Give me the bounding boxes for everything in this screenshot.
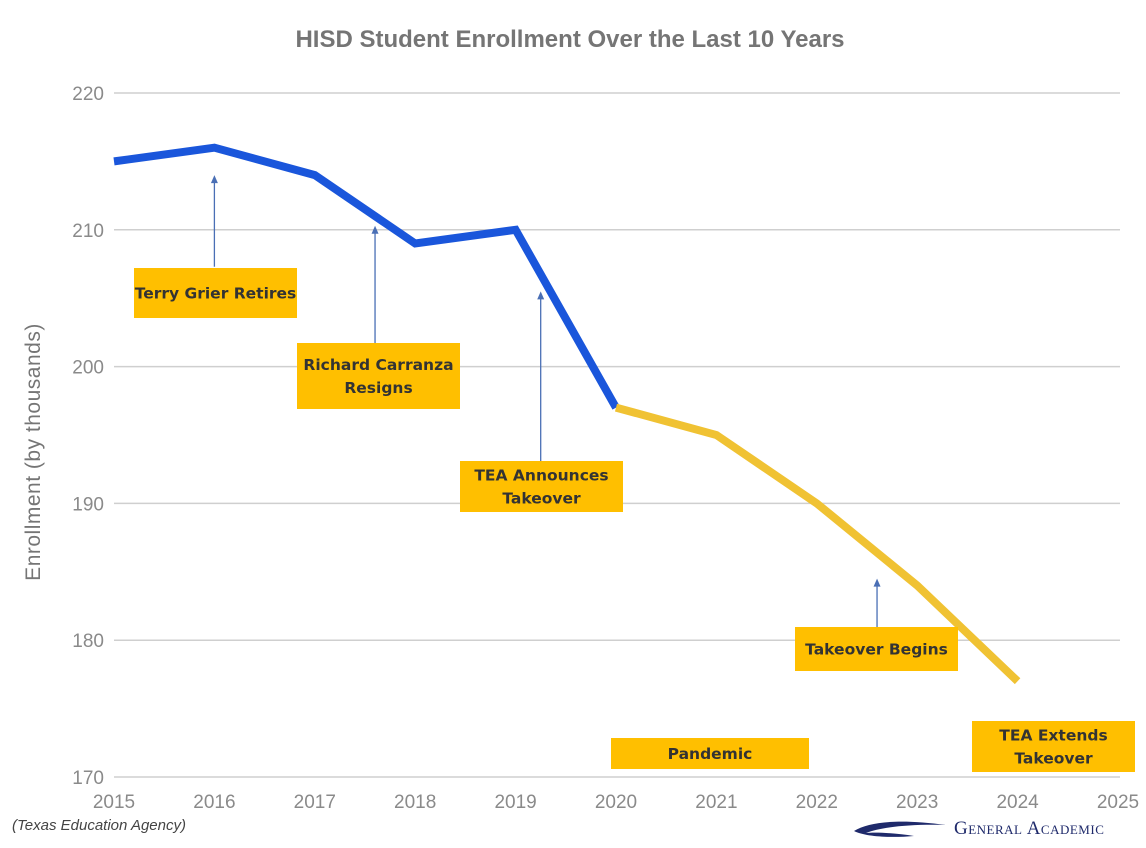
annotation-label-6-1: TEA Extends (999, 727, 1107, 745)
y-tick-170: 170 (72, 768, 104, 789)
annotations: Terry Grier Retires Richard Carranza Resig… (134, 268, 1135, 772)
arrow-head-4 (873, 578, 881, 587)
x-tick-2024: 2024 (996, 792, 1039, 813)
annotation-box-2 (297, 343, 460, 409)
annotation-label-5-1: Pandemic (668, 745, 753, 763)
annotation-box-6 (972, 721, 1135, 772)
x-axis-ticks: 2015 2016 2017 2018 2019 2020 2021 2022 2023 2024… (93, 792, 1139, 813)
annotation-label-1-1: Terry Grier Retires (135, 285, 297, 303)
x-tick-2016: 2016 (193, 792, 235, 813)
x-tick-2019: 2019 (494, 792, 536, 813)
y-tick-220: 220 (72, 84, 104, 105)
chart-title: HISD Student Enrollment Over the Last 10… (295, 26, 844, 53)
series-line-1 (113, 143, 620, 410)
x-tick-2017: 2017 (294, 792, 336, 813)
arrow-head-3 (537, 291, 545, 300)
x-tick-2023: 2023 (896, 792, 938, 813)
annotation-label-4-1: Takeover Begins (805, 641, 948, 659)
annotation-label-2-2: Resigns (344, 379, 412, 397)
x-tick-2015: 2015 (93, 792, 135, 813)
swoosh-icon (854, 821, 946, 837)
x-tick-2018: 2018 (394, 792, 436, 813)
y-axis-ticks: 170 180 190 200 210 220 (72, 84, 104, 789)
annotation-label-3-2: Takeover (502, 490, 581, 508)
brand-name: General Academic (954, 818, 1105, 839)
source-note: (Texas Education Agency) (12, 817, 186, 834)
annotation-label-2-1: Richard Carranza (303, 356, 453, 374)
series-lines (113, 143, 1021, 685)
y-axis-label: Enrollment (by thousands) (22, 323, 45, 581)
y-tick-210: 210 (72, 221, 104, 242)
annotation-box-1 (134, 268, 297, 318)
arrow-head-2 (371, 225, 379, 234)
arrow-head-1 (210, 175, 218, 184)
x-tick-2021: 2021 (695, 792, 737, 813)
x-tick-2020: 2020 (595, 792, 637, 813)
y-tick-200: 200 (72, 358, 104, 379)
gridlines (114, 92, 1120, 778)
y-tick-190: 190 (72, 494, 104, 515)
annotation-box-5 (611, 738, 809, 769)
brand-logo: General Academic (852, 815, 1104, 843)
annotation-box-3 (460, 461, 623, 512)
annotation-box-4 (795, 627, 958, 671)
x-tick-2022: 2022 (796, 792, 838, 813)
annotation-label-3-1: TEA Announces (474, 467, 608, 485)
y-tick-180: 180 (72, 631, 104, 652)
x-tick-2025: 2025 (1097, 792, 1139, 813)
annotation-label-6-2: Takeover (1014, 750, 1093, 768)
